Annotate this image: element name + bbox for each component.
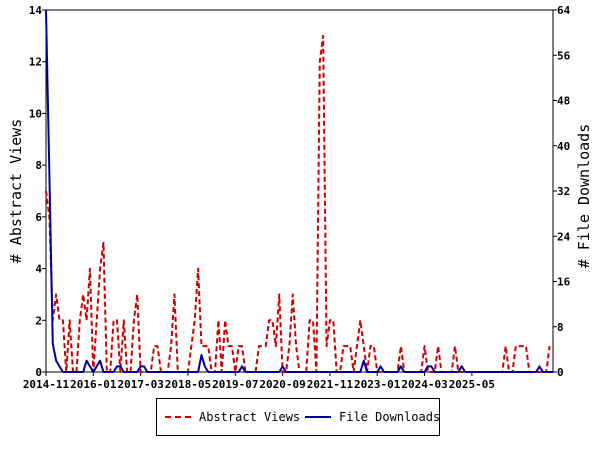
y2-tick-label: 40: [557, 140, 570, 153]
series-line-abstract-views: [45, 34, 551, 373]
series-line-file-downloads: [45, 9, 553, 373]
legend-label-file-downloads: File Downloads: [339, 410, 441, 424]
x-tick-label: 2025-05: [449, 378, 495, 391]
legend-item-file-downloads: File Downloads: [305, 410, 440, 424]
y2-tick-label: 56: [557, 49, 571, 62]
x-tick-label: 2014-11: [23, 378, 70, 391]
x-tick-label: 2021-11: [307, 378, 354, 391]
y-tick-label: 12: [29, 56, 42, 69]
y2-tick-label: 32: [557, 185, 570, 198]
x-tick-label: 2017-03: [117, 378, 163, 391]
y-tick-label: 4: [35, 263, 42, 276]
x-tick-label: 2016-01: [70, 378, 117, 391]
y-tick-label: 6: [35, 211, 42, 224]
legend-swatch-abstract-views: [165, 416, 191, 418]
y-tick-label: 10: [29, 107, 42, 120]
legend-label-abstract-views: Abstract Views: [199, 410, 301, 424]
y-axis-title: # Abstract Views: [7, 119, 25, 264]
y-tick-label: 0: [35, 366, 42, 379]
y2-tick-label: 64: [557, 4, 571, 17]
x-tick-label: 2018-05: [165, 378, 211, 391]
legend: Abstract Views File Downloads: [156, 398, 440, 436]
y2-tick-label: 16: [557, 276, 571, 289]
y-tick-label: 14: [29, 4, 43, 17]
legend-item-abstract-views: Abstract Views: [165, 410, 300, 424]
x-tick-label: 2024-03: [401, 378, 447, 391]
y2-tick-label: 48: [557, 95, 570, 108]
x-tick-label: 2020-09: [259, 378, 305, 391]
y-tick-label: 2: [35, 314, 42, 327]
x-tick-label: 2023-01: [354, 378, 401, 391]
y2-tick-label: 24: [557, 230, 571, 243]
y2-tick-label: 0: [557, 366, 564, 379]
y-tick-label: 8: [35, 159, 42, 172]
legend-swatch-file-downloads: [305, 416, 331, 418]
y2-axis-title: # File Downloads: [575, 124, 593, 269]
plot-frame: [45, 9, 554, 373]
x-tick-label: 2019-07: [212, 378, 258, 391]
y2-tick-label: 8: [557, 321, 564, 334]
